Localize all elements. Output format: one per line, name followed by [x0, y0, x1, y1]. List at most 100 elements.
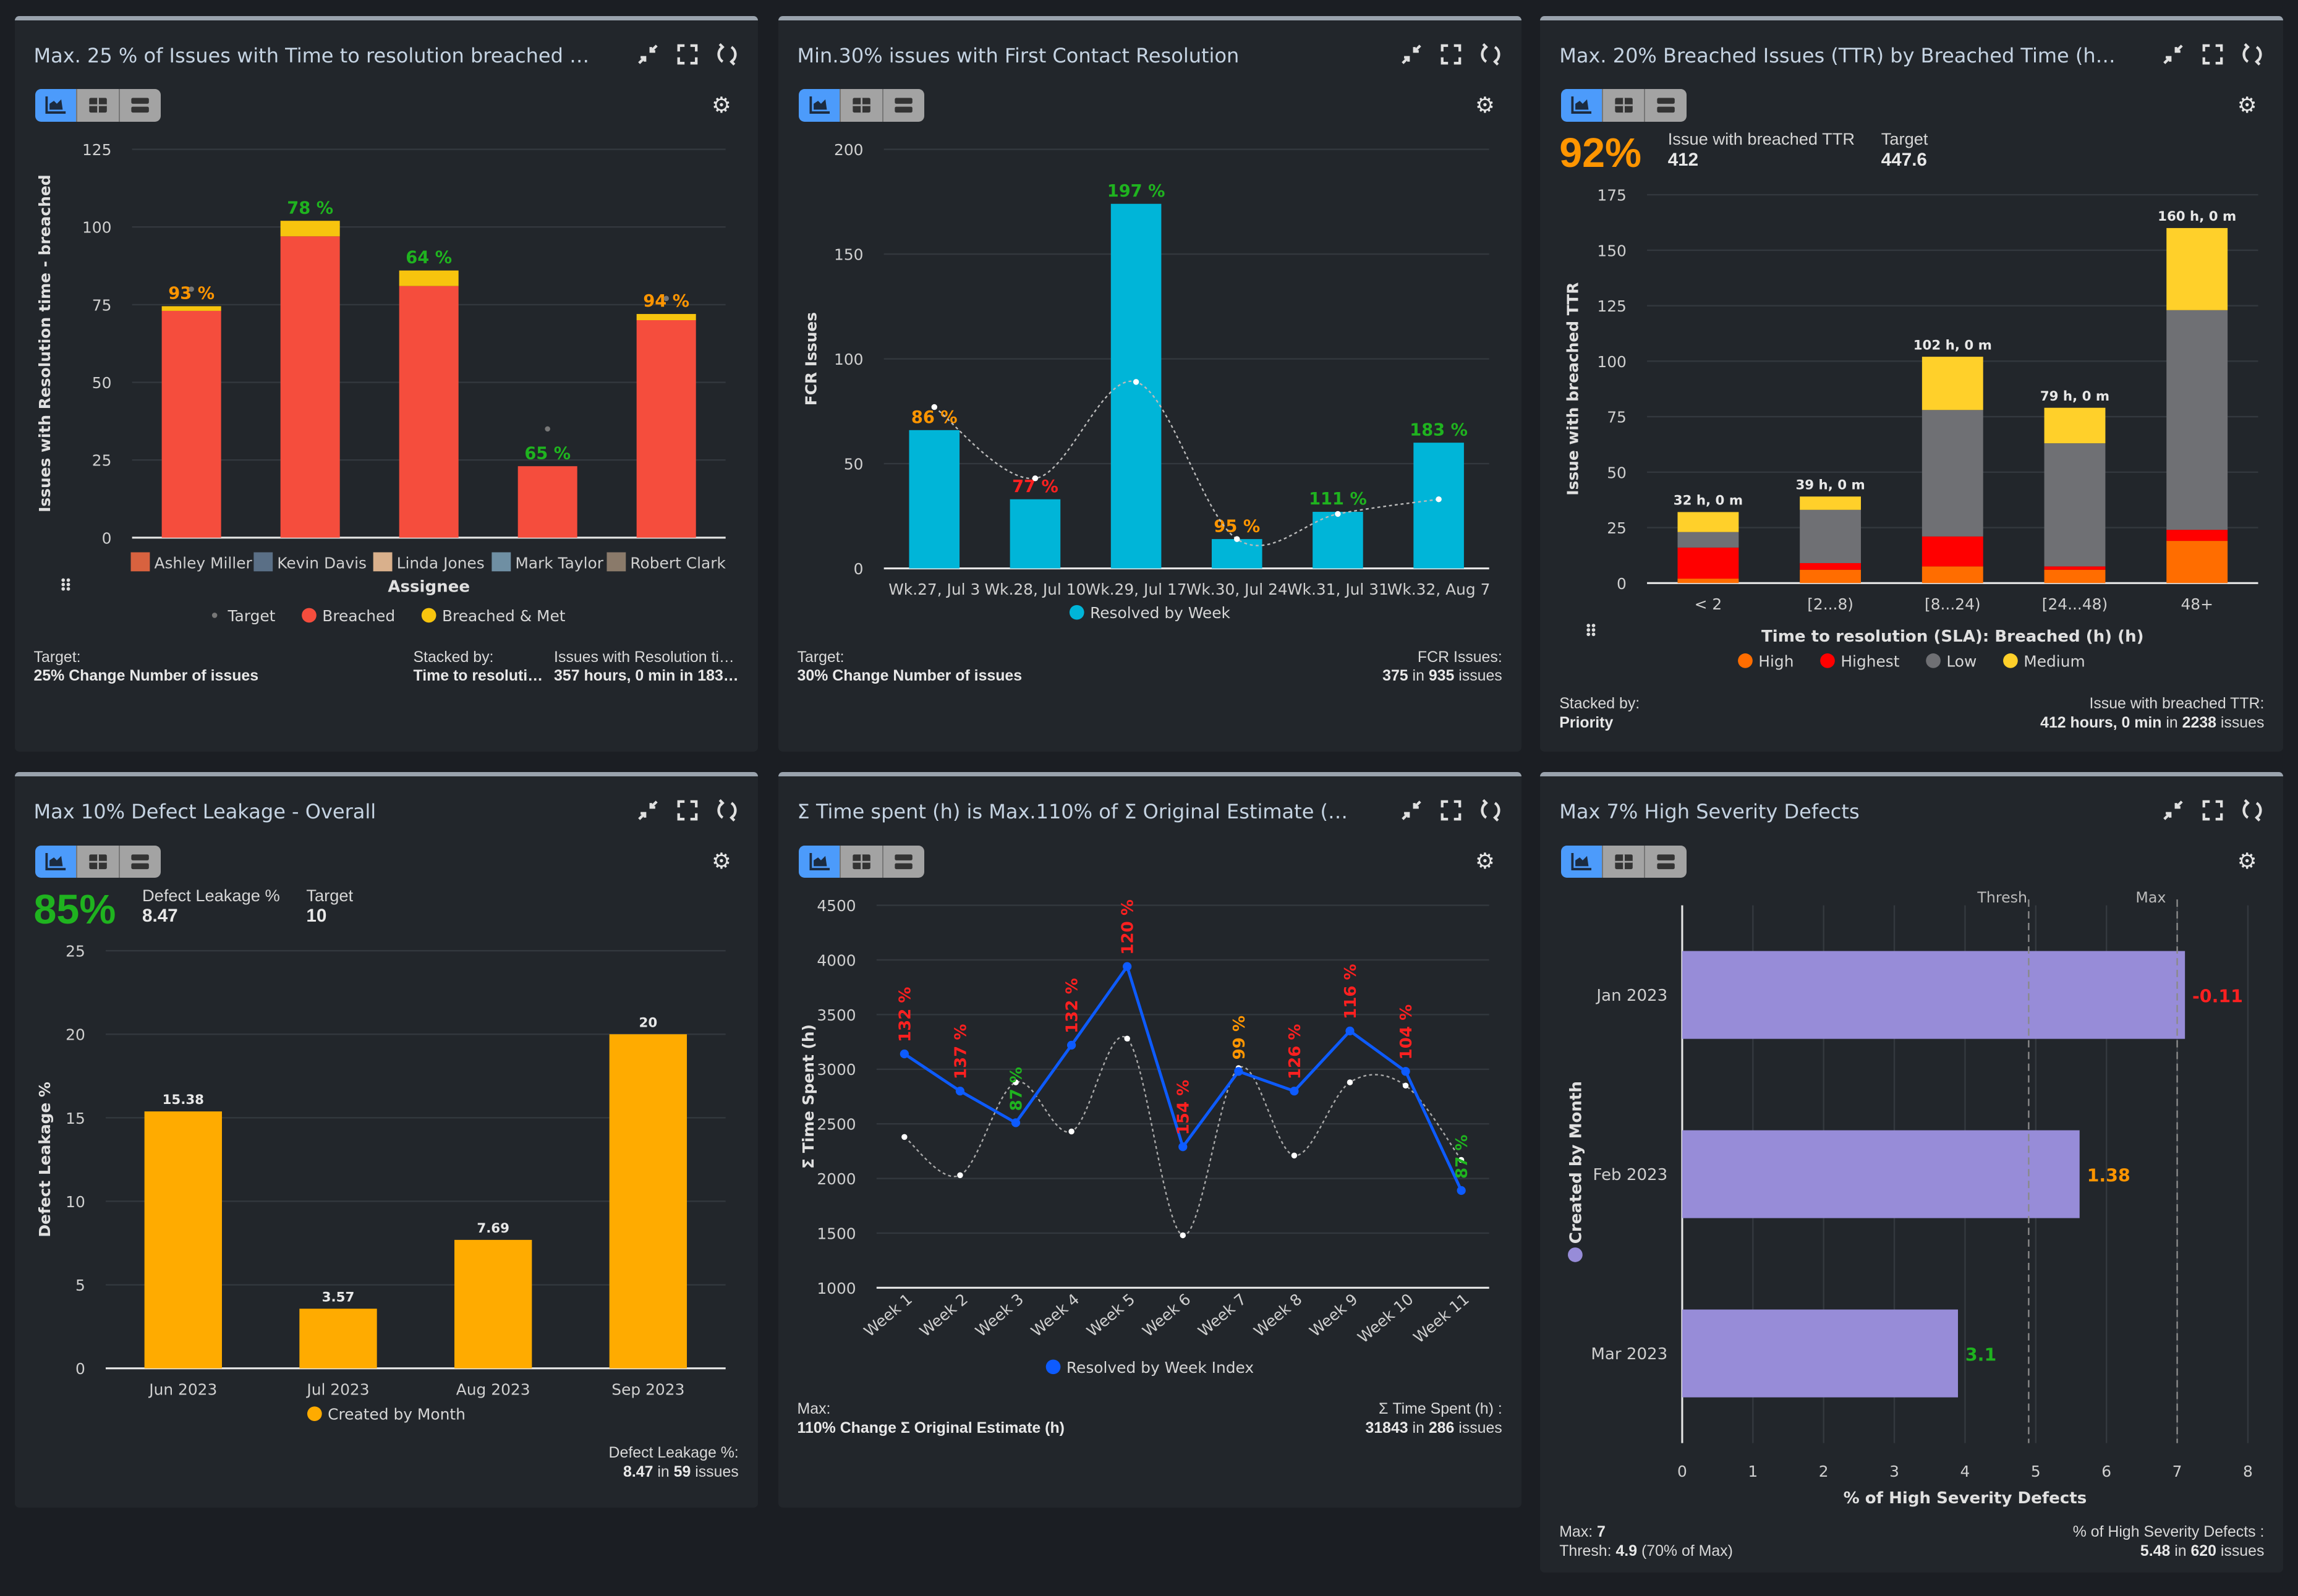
- gear-icon[interactable]: ⚙: [1475, 848, 1495, 873]
- series-point[interactable]: [1233, 1067, 1243, 1076]
- gear-icon[interactable]: ⚙: [2237, 92, 2257, 117]
- legend-item[interactable]: Created by Month: [307, 1406, 466, 1424]
- bar-low[interactable]: [1800, 509, 1862, 564]
- bar-low[interactable]: [2044, 443, 2106, 567]
- series-point[interactable]: [1066, 1041, 1076, 1050]
- gear-icon[interactable]: ⚙: [712, 92, 731, 117]
- chart-view-button[interactable]: [798, 845, 841, 878]
- bar[interactable]: [1682, 1309, 1959, 1398]
- list-view-button[interactable]: [883, 89, 924, 122]
- bar[interactable]: [1682, 1130, 2080, 1218]
- series-point[interactable]: [1290, 1087, 1299, 1096]
- legend-item[interactable]: Breached & Met: [421, 607, 566, 625]
- bar-highest[interactable]: [2166, 530, 2228, 541]
- list-view-button[interactable]: [1645, 89, 1687, 122]
- fullscreen-icon[interactable]: [2201, 43, 2224, 66]
- drag-handle-icon[interactable]: [61, 578, 70, 591]
- bar-breached-met[interactable]: [636, 314, 696, 321]
- bar-breached[interactable]: [399, 286, 459, 538]
- bar-medium[interactable]: [1677, 512, 1739, 532]
- legend-item[interactable]: Resolved by Week: [1069, 604, 1231, 622]
- legend-item[interactable]: Medium: [2003, 652, 2085, 670]
- compress-icon[interactable]: [1400, 43, 1423, 66]
- bar-medium[interactable]: [2044, 407, 2106, 444]
- refresh-icon[interactable]: [715, 799, 739, 822]
- series-point[interactable]: [1401, 1067, 1410, 1076]
- bar-high[interactable]: [2166, 541, 2228, 584]
- bar-created-by-month[interactable]: [144, 1111, 222, 1369]
- bar-breached[interactable]: [636, 320, 696, 538]
- bar-created-by-month[interactable]: [454, 1240, 532, 1369]
- bar[interactable]: [1682, 951, 2185, 1039]
- bar-low[interactable]: [1677, 532, 1739, 548]
- bar-breached[interactable]: [280, 236, 340, 538]
- series-point[interactable]: [955, 1087, 964, 1096]
- bar-created-by-month[interactable]: [609, 1034, 687, 1369]
- bar-low[interactable]: [1922, 410, 1984, 537]
- bar-low[interactable]: [2166, 310, 2228, 530]
- list-view-button[interactable]: [119, 845, 161, 878]
- chart-view-button[interactable]: [35, 89, 78, 122]
- bar-highest[interactable]: [2044, 566, 2106, 570]
- compress-icon[interactable]: [1400, 799, 1423, 822]
- table-view-button[interactable]: [77, 845, 120, 878]
- bar-breached-met[interactable]: [399, 270, 459, 286]
- compress-icon[interactable]: [2161, 799, 2185, 822]
- table-view-button[interactable]: [1602, 89, 1646, 122]
- bar-resolved-by-week[interactable]: [909, 430, 960, 569]
- bar-highest[interactable]: [1677, 547, 1739, 579]
- fullscreen-icon[interactable]: [1439, 43, 1463, 66]
- chart-view-button[interactable]: [1560, 89, 1603, 122]
- bar-resolved-by-week[interactable]: [1413, 443, 1464, 569]
- compress-icon[interactable]: [636, 799, 660, 822]
- bar-medium[interactable]: [2166, 227, 2228, 310]
- table-view-button[interactable]: [841, 845, 883, 878]
- bar-resolved-by-week[interactable]: [1312, 512, 1363, 569]
- table-view-button[interactable]: [1602, 845, 1646, 878]
- legend-item[interactable]: Breached: [301, 607, 395, 625]
- refresh-icon[interactable]: [1479, 43, 1502, 66]
- drag-handle-icon[interactable]: [1586, 624, 1596, 637]
- fullscreen-icon[interactable]: [676, 799, 699, 822]
- bar-high[interactable]: [1677, 579, 1739, 584]
- chart-view-button[interactable]: [35, 845, 78, 878]
- series-point[interactable]: [900, 1050, 909, 1059]
- chart-view-button[interactable]: [1560, 845, 1603, 878]
- bar-breached-met[interactable]: [161, 306, 221, 311]
- series-point[interactable]: [1457, 1186, 1466, 1195]
- bar-breached-met[interactable]: [280, 221, 340, 237]
- gear-icon[interactable]: ⚙: [712, 848, 731, 873]
- refresh-icon[interactable]: [2241, 799, 2264, 822]
- bar-medium[interactable]: [1922, 357, 1984, 410]
- bar-high[interactable]: [2044, 569, 2106, 584]
- bar-medium[interactable]: [1800, 496, 1862, 510]
- legend-item[interactable]: Resolved by Week Index: [1045, 1359, 1254, 1377]
- bar-created-by-month[interactable]: [299, 1309, 377, 1369]
- fullscreen-icon[interactable]: [1439, 799, 1463, 822]
- table-view-button[interactable]: [77, 89, 120, 122]
- gear-icon[interactable]: ⚙: [2237, 848, 2257, 873]
- bar-high[interactable]: [1922, 566, 1984, 584]
- series-point[interactable]: [1122, 962, 1132, 971]
- series-point[interactable]: [1178, 1142, 1188, 1152]
- bar-breached[interactable]: [161, 310, 221, 538]
- bar-highest[interactable]: [1800, 563, 1862, 570]
- refresh-icon[interactable]: [1479, 799, 1502, 822]
- chart-view-button[interactable]: [798, 89, 841, 122]
- list-view-button[interactable]: [1645, 845, 1687, 878]
- bar-breached[interactable]: [517, 466, 577, 538]
- refresh-icon[interactable]: [715, 43, 739, 66]
- series-point[interactable]: [1011, 1118, 1020, 1127]
- legend-item[interactable]: High: [1738, 652, 1794, 670]
- legend-item[interactable]: Low: [1926, 652, 1977, 670]
- list-view-button[interactable]: [883, 845, 924, 878]
- fullscreen-icon[interactable]: [676, 43, 699, 66]
- series-point[interactable]: [1345, 1027, 1355, 1036]
- bar-high[interactable]: [1800, 569, 1862, 584]
- legend-item[interactable]: Highest: [1820, 652, 1900, 670]
- bar-resolved-by-week[interactable]: [1211, 539, 1262, 569]
- bar-resolved-by-week[interactable]: [1010, 499, 1060, 569]
- compress-icon[interactable]: [2161, 43, 2185, 66]
- refresh-icon[interactable]: [2241, 43, 2264, 66]
- fullscreen-icon[interactable]: [2201, 799, 2224, 822]
